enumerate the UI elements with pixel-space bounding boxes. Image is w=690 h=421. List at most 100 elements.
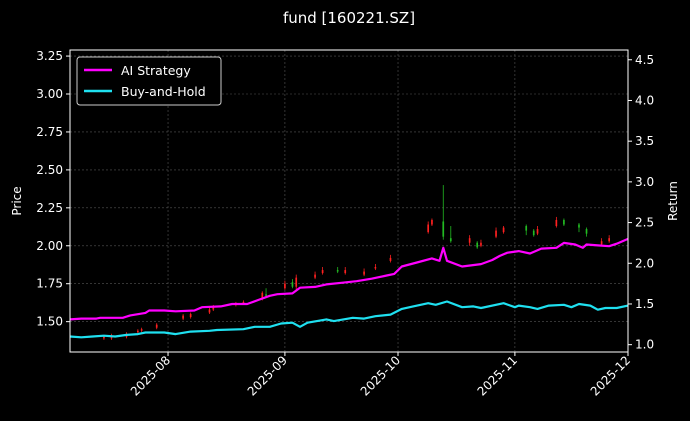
candle [389, 254, 392, 263]
candle-body [563, 219, 565, 225]
candle-body [431, 219, 433, 225]
candle-body [578, 224, 580, 228]
candle [502, 226, 505, 234]
candle [291, 279, 294, 289]
y-tick-label-left: 2.25 [36, 201, 63, 215]
candle-body [600, 241, 603, 245]
candle [563, 218, 565, 227]
candle-body [363, 271, 365, 275]
candle-body [284, 283, 286, 289]
candle [344, 267, 347, 275]
candle-body [374, 267, 377, 269]
candle [284, 280, 286, 290]
y-tick-label-left: 1.50 [36, 315, 63, 329]
candle-body [555, 219, 558, 227]
candle-body [261, 292, 264, 299]
candle-body [110, 336, 113, 339]
candle [336, 267, 339, 274]
legend: AI Strategy Buy-and-Hold [76, 56, 222, 106]
candle [431, 218, 433, 227]
candle-body [208, 309, 211, 313]
candle-body [536, 229, 539, 234]
candle-body [291, 282, 294, 287]
candle [321, 267, 324, 275]
candle [536, 226, 539, 236]
y-tick-label-right: 3.0 [635, 175, 654, 189]
candle-body [314, 274, 316, 278]
candle [374, 263, 377, 271]
candle-body [476, 242, 479, 248]
candle-body [449, 238, 452, 242]
candle [442, 185, 445, 240]
y-tick-label-right: 3.5 [635, 134, 654, 148]
candle [525, 224, 528, 236]
candle-body [442, 221, 445, 237]
candle-body [137, 330, 139, 333]
candle-body [468, 238, 471, 243]
candle [427, 221, 430, 234]
candle-body [585, 229, 588, 234]
candle [314, 271, 316, 280]
candle [182, 314, 184, 321]
candle-body [608, 238, 610, 242]
candle [532, 229, 535, 237]
candle-body [295, 277, 298, 287]
series-lines [69, 237, 629, 339]
candle [295, 274, 298, 290]
candle-body [532, 230, 535, 236]
candle [555, 216, 558, 228]
candle-body [336, 270, 339, 272]
candle-body [155, 324, 158, 328]
series-line-ai-strategy [69, 237, 629, 321]
y-tick-label-right: 1.5 [635, 297, 654, 311]
y-tick-label-left: 1.75 [36, 277, 63, 291]
y-tick-label-left: 2.75 [36, 125, 63, 139]
legend-label-buy-and-hold: Buy-and-Hold [121, 84, 206, 99]
candle-body [344, 270, 347, 274]
candle-body [103, 336, 105, 339]
y-tick-label-left: 3.00 [36, 87, 63, 101]
y-tick-label-right: 2.5 [635, 216, 654, 230]
candle [155, 323, 158, 330]
y-tick-label-right: 4.5 [635, 53, 654, 67]
candle [608, 235, 610, 243]
candle-body [242, 301, 245, 304]
candle [265, 288, 267, 298]
y-tick-label-right: 1.0 [635, 338, 654, 352]
candle [140, 327, 143, 333]
grid [70, 50, 629, 352]
candle [468, 235, 471, 246]
candle-body [502, 227, 505, 233]
series-line-buy-and-hold [69, 300, 629, 339]
candle-body [140, 329, 143, 331]
candle-body [389, 257, 392, 261]
candle-body [189, 314, 192, 318]
candle-body [265, 294, 267, 296]
candle-body [495, 230, 497, 237]
y-tick-label-right: 4.0 [635, 93, 654, 107]
plot-frame [69, 49, 629, 353]
y-tick-label-left: 2.00 [36, 239, 63, 253]
candle-body [321, 270, 324, 274]
y-tick-label-left: 3.25 [36, 49, 63, 63]
candle [578, 223, 580, 233]
candle [480, 239, 482, 248]
candle [363, 268, 365, 277]
candle-body [212, 306, 215, 310]
candle-body [182, 315, 184, 319]
legend-box [76, 56, 222, 106]
candle [449, 226, 452, 243]
chart-title: fund [160221.SZ] [283, 9, 415, 27]
candle-body [525, 226, 528, 231]
candle [189, 312, 192, 319]
candle [495, 227, 497, 239]
candle [476, 241, 479, 249]
y-tick-label-left: 2.50 [36, 163, 63, 177]
candle-body [480, 242, 482, 246]
y-tick-label-right: 2.0 [635, 256, 654, 270]
candle-body [427, 224, 430, 233]
candle [585, 227, 588, 237]
legend-label-ai-strategy: AI Strategy [121, 63, 191, 78]
y-axis-label-right: Return [666, 181, 680, 221]
